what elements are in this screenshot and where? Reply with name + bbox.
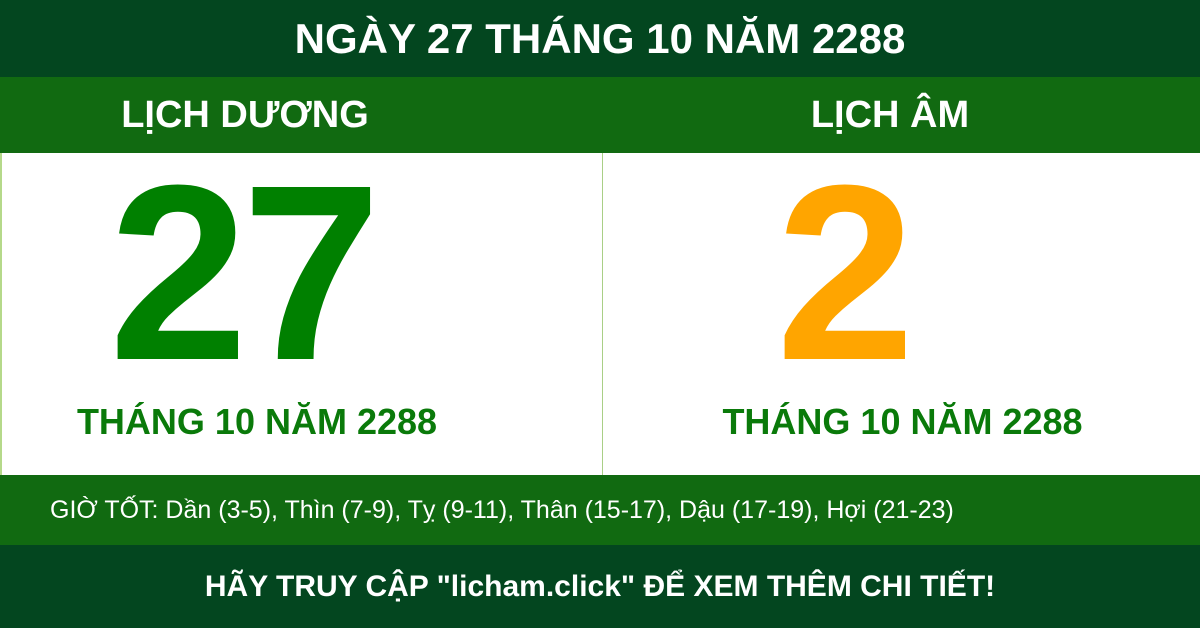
lunar-panel: 2 THÁNG 10 NĂM 2288 (602, 133, 1200, 475)
page-title: NGÀY 27 THÁNG 10 NĂM 2288 (294, 14, 906, 62)
solar-calendar-label: LỊCH DƯƠNG (121, 93, 369, 136)
solar-month-year: THÁNG 10 NĂM 2288 (76, 401, 438, 442)
good-hours-bar: GIỜ TỐT: Dần (3-5), Thìn (7-9), Tỵ (9-11… (0, 475, 1200, 545)
lunar-calendar-label: LỊCH ÂM (810, 93, 970, 136)
calendar-headers: LỊCH DƯƠNG LỊCH ÂM (0, 77, 1200, 153)
lunar-day: 2 (775, 133, 915, 412)
footer-bar: HÃY TRUY CẬP "licham.click" ĐỂ XEM THÊM … (0, 545, 1200, 628)
footer-text: HÃY TRUY CẬP "licham.click" ĐỂ XEM THÊM … (204, 569, 996, 603)
solar-day: 27 (108, 133, 381, 412)
calendar-body: 27 THÁNG 10 NĂM 2288 2 THÁNG 10 NĂM 2288 (0, 133, 1200, 475)
page-title-bar: NGÀY 27 THÁNG 10 NĂM 2288 (0, 0, 1200, 77)
lunar-month-year: THÁNG 10 NĂM 2288 (722, 401, 1083, 442)
good-hours: GIỜ TỐT: Dần (3-5), Thìn (7-9), Tỵ (9-11… (50, 495, 954, 524)
solar-panel: 27 THÁNG 10 NĂM 2288 (2, 133, 602, 475)
